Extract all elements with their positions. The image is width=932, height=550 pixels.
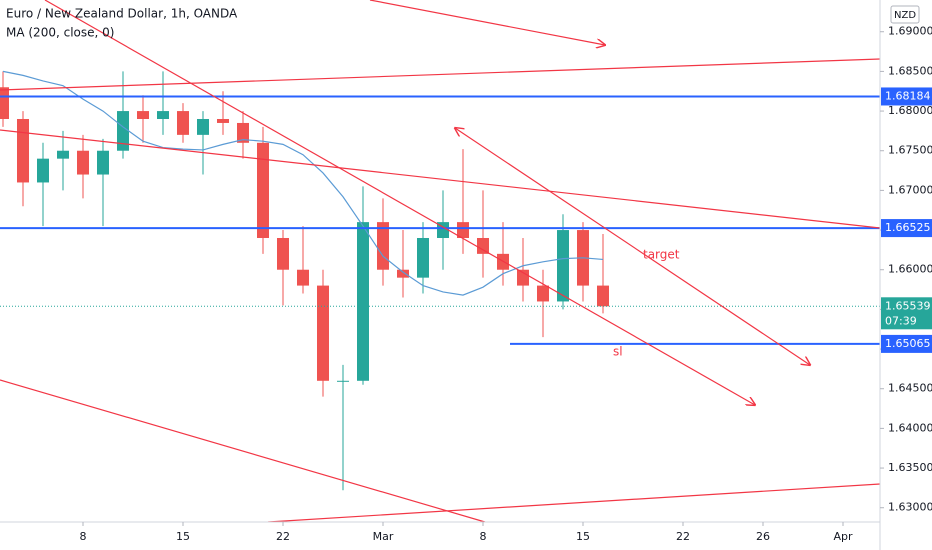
y-tick-label: 1.68500: [888, 64, 932, 77]
candle-body: [597, 285, 609, 307]
candle-body: [317, 285, 329, 381]
candle-body: [277, 237, 289, 270]
last-price-label: 1.65539: [885, 299, 931, 312]
candle-body: [217, 118, 229, 123]
y-tick-label: 1.69000: [888, 25, 932, 38]
candle-body: [337, 380, 349, 382]
candle-body: [37, 158, 49, 183]
trend-line: [369, 0, 605, 45]
x-tick-label: 15: [576, 530, 590, 543]
x-tick-label: 22: [276, 530, 290, 543]
x-tick-label: 8: [80, 530, 87, 543]
candle-body: [0, 87, 9, 119]
candle-body: [137, 111, 149, 119]
y-tick-label: 1.67500: [888, 144, 932, 157]
level-label-box: [881, 219, 932, 238]
drawings: target sl: [0, 0, 881, 523]
candle-body: [17, 118, 29, 183]
trend-line: [267, 483, 881, 523]
candle-body: [117, 111, 129, 151]
candle-body: [537, 285, 549, 302]
trend-line: [455, 128, 810, 365]
candle-body: [157, 111, 169, 119]
x-tick-label: Apr: [833, 530, 853, 543]
chart-title: Euro / New Zealand Dollar, 1h, OANDA: [6, 7, 238, 21]
level-label: 1.68184: [885, 89, 931, 102]
candle-body: [177, 111, 189, 135]
trend-line: [0, 58, 881, 91]
y-tick-label: 1.66000: [888, 263, 932, 276]
candle-body: [97, 150, 109, 175]
y-tick-label: 1.68000: [888, 104, 932, 117]
candle-body: [417, 237, 429, 278]
y-tick-label: 1.64000: [888, 421, 932, 434]
y-tick-label: 1.67000: [888, 183, 932, 196]
x-tick-label: 22: [676, 530, 690, 543]
currency: NZD: [894, 10, 916, 21]
candle-body: [437, 222, 449, 238]
last-price-box: [881, 297, 932, 330]
candle-body: [237, 122, 249, 143]
y-tick-label: 1.63500: [888, 461, 932, 474]
x-tick-label: 15: [176, 530, 190, 543]
candle-body: [57, 150, 69, 159]
candle-body: [477, 237, 489, 254]
currency-box: [890, 5, 920, 24]
level-label-box: [881, 334, 932, 353]
x-tick-label: 26: [756, 530, 770, 543]
x-tick-label: 8: [480, 530, 487, 543]
candle-body: [557, 230, 569, 302]
level-label: 1.65065: [885, 337, 931, 350]
candle-body: [357, 222, 369, 381]
y-tick-label: 1.64500: [888, 382, 932, 395]
candle-body: [397, 269, 409, 278]
time-axis: [0, 522, 880, 550]
indicator-legend: MA (200, close, 0): [6, 26, 114, 40]
candle-body: [257, 142, 269, 238]
trend-line: [0, 379, 486, 523]
annotation: target: [643, 248, 680, 262]
y-tick-label: 1.63000: [888, 501, 932, 514]
candle-body: [197, 118, 209, 135]
annotation: sl: [613, 345, 623, 359]
candle-body: [377, 222, 389, 270]
countdown: 07:39: [885, 314, 917, 327]
level-label: 1.66525: [885, 221, 931, 234]
x-tick-label: Mar: [373, 530, 394, 543]
level-label-box: [881, 87, 932, 106]
candle-body: [77, 150, 89, 175]
candle-body: [297, 269, 309, 286]
axis-labels: 1.69000 1.68500 1.68000 1.67500 1.67000 1.665…: [80, 25, 932, 543]
